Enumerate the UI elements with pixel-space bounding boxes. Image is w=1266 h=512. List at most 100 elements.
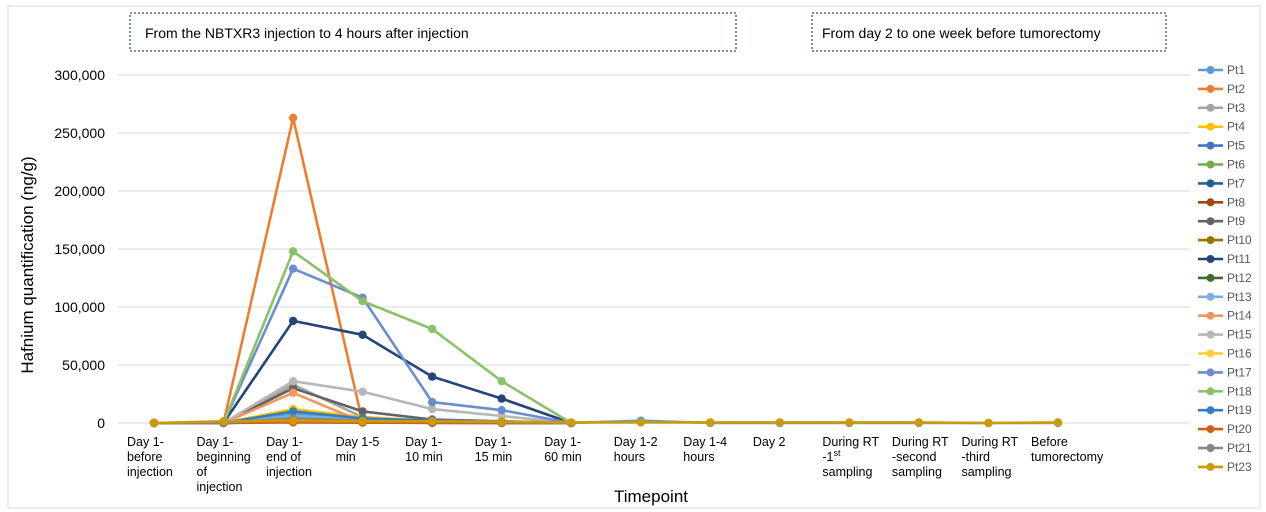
- legend-item: Pt21: [1198, 441, 1252, 455]
- x-tick-label-line: sampling: [961, 465, 1011, 479]
- data-point: [358, 330, 367, 339]
- annotation-box-early: From the NBTXR3 injection to 4 hours aft…: [129, 12, 737, 52]
- series-pt23: [149, 416, 1063, 428]
- legend-item: Pt23: [1198, 460, 1252, 474]
- legend-swatch-marker: [1206, 84, 1215, 93]
- legend-item: Pt4: [1198, 120, 1245, 134]
- x-tick-label-line: beginning: [197, 450, 251, 464]
- data-point: [428, 417, 437, 426]
- legend-item: Pt11: [1198, 252, 1251, 266]
- legend-swatch-marker: [1206, 406, 1215, 415]
- legend-swatch-marker: [1206, 462, 1215, 471]
- legend-label: Pt19: [1227, 403, 1252, 417]
- data-point: [428, 397, 437, 407]
- data-point: [845, 418, 854, 427]
- annotation-text-early: From the NBTXR3 injection to 4 hours aft…: [145, 25, 469, 41]
- legend-swatch-marker: [1206, 368, 1215, 377]
- x-tick-label-line: end of: [266, 450, 301, 464]
- data-point: [497, 394, 506, 403]
- x-tick-label-line: sampling: [892, 465, 942, 479]
- x-tick-label-line: Day 1-: [266, 435, 303, 449]
- x-tick-label-line: Day 1-4: [683, 435, 727, 449]
- x-tick-label-line: -third: [961, 450, 990, 464]
- data-point: [358, 297, 367, 306]
- legend-label: Pt23: [1227, 460, 1252, 474]
- legend-label: Pt8: [1227, 195, 1245, 209]
- legend-label: Pt16: [1227, 347, 1252, 361]
- y-axis-ticks: 0 50,000 100,000 150,000 200,000 250,000 300,0…: [54, 67, 105, 431]
- y-tick-label: 250,000: [54, 125, 105, 141]
- series-line: [153, 419, 1059, 425]
- data-point: [358, 407, 367, 416]
- legend-item: Pt8: [1198, 195, 1245, 209]
- x-tick-label-line: injection: [127, 465, 173, 479]
- legend-item: Pt2: [1198, 82, 1245, 96]
- data-point: [497, 417, 506, 426]
- data-point: [288, 388, 298, 397]
- x-tick-label-line: hours: [614, 450, 645, 464]
- x-tick-label: Day 1-15 min: [475, 435, 513, 464]
- legend-swatch-marker: [1206, 425, 1215, 434]
- y-tick-label: 300,000: [54, 67, 105, 83]
- data-point: [497, 377, 506, 386]
- legend-label: Pt15: [1227, 328, 1252, 342]
- x-tick-label-line: hours: [683, 450, 714, 464]
- legend-label: Pt4: [1227, 120, 1245, 134]
- x-tick-label-line: Day 1-2: [614, 435, 658, 449]
- x-tick-label-line: Day 2: [753, 435, 786, 449]
- legend-swatch-marker: [1206, 349, 1215, 358]
- x-tick-label-line: During RT: [822, 435, 879, 449]
- legend-swatch-marker: [1206, 217, 1215, 226]
- legend-swatch-marker: [1206, 179, 1215, 188]
- x-tick-label-line: Day 1-: [127, 435, 164, 449]
- x-tick-label: Day 1-60 min: [544, 435, 582, 464]
- legend-item: Pt17: [1198, 365, 1252, 379]
- x-tick-label-line: of: [197, 465, 208, 479]
- x-tick-label-line: Day 1-: [475, 435, 512, 449]
- data-point: [775, 418, 784, 427]
- legend-label: Pt10: [1227, 233, 1252, 247]
- data-point: [288, 407, 298, 416]
- legend-label: Pt20: [1227, 422, 1252, 436]
- x-tick-label-line: Day 1-5: [336, 435, 380, 449]
- legend-swatch-marker: [1206, 255, 1215, 263]
- legend-swatch-marker: [1206, 160, 1215, 169]
- legend-label: Pt13: [1227, 290, 1252, 304]
- legend-label: Pt7: [1227, 176, 1245, 190]
- data-point: [288, 247, 298, 256]
- legend-label: Pt1: [1227, 63, 1245, 77]
- series-lines: [149, 113, 1063, 428]
- data-point: [288, 377, 298, 386]
- x-tick-label-line: min: [336, 450, 356, 464]
- legend-swatch-marker: [1206, 273, 1215, 282]
- legend-item: Pt12: [1198, 271, 1252, 285]
- legend-item: Pt10: [1198, 233, 1252, 247]
- legend-item: Pt19: [1198, 403, 1252, 417]
- legend-item: Pt13: [1198, 290, 1252, 304]
- data-point: [497, 406, 506, 415]
- legend-label: Pt14: [1227, 309, 1252, 323]
- y-axis-title: Hafnium quantification (ng/g): [18, 156, 37, 373]
- legend-item: Pt14: [1198, 309, 1252, 323]
- legend-swatch-marker: [1206, 66, 1215, 74]
- legend-label: Pt3: [1227, 101, 1245, 115]
- data-point: [567, 418, 576, 427]
- x-tick-label-line: 15 min: [475, 450, 513, 464]
- legend-label: Pt5: [1227, 139, 1245, 153]
- annotation-box-late: From day 2 to one week before tumorectom…: [811, 12, 1167, 52]
- x-tick-label-line: injection: [266, 465, 312, 479]
- legend-item: Pt15: [1198, 328, 1252, 342]
- legend-swatch-marker: [1206, 330, 1215, 339]
- data-point: [984, 418, 993, 428]
- legend-swatch-marker: [1206, 236, 1215, 245]
- data-point: [358, 387, 367, 396]
- data-point: [428, 404, 437, 414]
